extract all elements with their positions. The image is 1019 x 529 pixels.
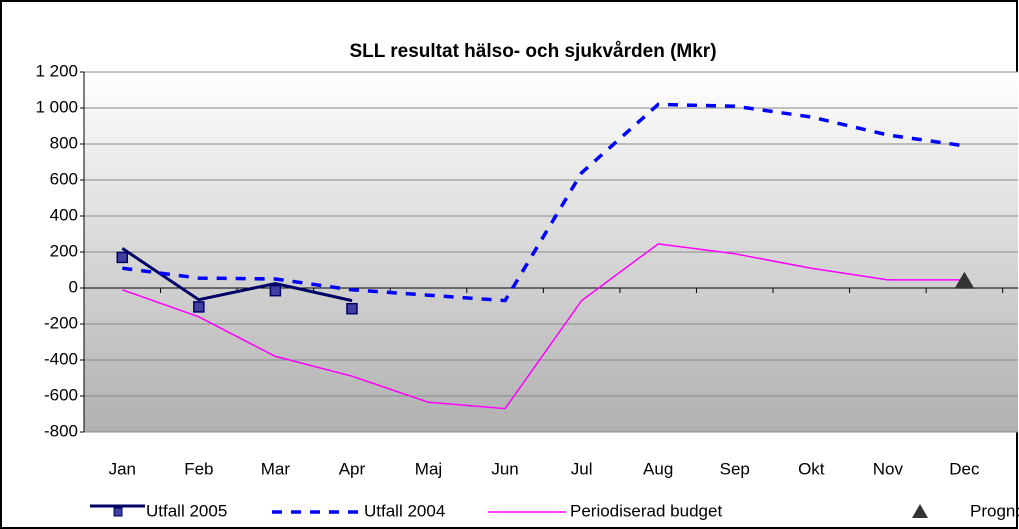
x-tick-label: Aug	[643, 459, 673, 478]
y-tick-label: 200	[50, 241, 78, 260]
triangle-marker	[954, 271, 975, 289]
legend-label: Periodiserad budget	[570, 501, 722, 520]
x-tick-label: Nov	[873, 459, 904, 478]
y-tick-label: 400	[50, 205, 78, 224]
line-budget	[122, 243, 965, 410]
y-tick-label: -400	[44, 349, 78, 368]
x-tick-label: Okt	[798, 459, 825, 478]
chart-title: SLL resultat hälso- och sjukvården (Mkr)	[349, 41, 716, 62]
line-dashed	[122, 102, 965, 303]
x-tick-label: Maj	[415, 459, 442, 478]
legend-marker	[113, 507, 123, 517]
y-tick-label: 1 000	[35, 97, 78, 116]
legend-label: Utfall 2004	[364, 501, 445, 520]
x-tick-label: Sep	[720, 459, 750, 478]
y-tick-label: -800	[44, 421, 78, 440]
y-tick-label: 0	[69, 277, 78, 296]
y-tick-label: 800	[50, 133, 78, 152]
x-tick-label: Feb	[184, 459, 213, 478]
marker	[269, 284, 282, 297]
x-tick-label: Mar	[261, 459, 291, 478]
marker	[116, 251, 129, 264]
y-tick-label: -200	[44, 313, 78, 332]
legend-label: Utfall 2005	[146, 501, 227, 520]
y-tick-label: 600	[50, 169, 78, 188]
y-tick-label: 1 200	[35, 61, 78, 80]
x-tick-label: Jul	[571, 459, 593, 478]
x-tick-label: Jan	[109, 459, 136, 478]
x-tick-label: Apr	[339, 459, 366, 478]
y-tick-label: -600	[44, 385, 78, 404]
legend-marker	[912, 504, 928, 518]
x-tick-label: Dec	[949, 459, 980, 478]
marker	[346, 302, 358, 315]
x-tick-label: Jun	[491, 459, 518, 478]
legend-label: Prognos	[970, 501, 1019, 520]
marker	[193, 301, 205, 313]
